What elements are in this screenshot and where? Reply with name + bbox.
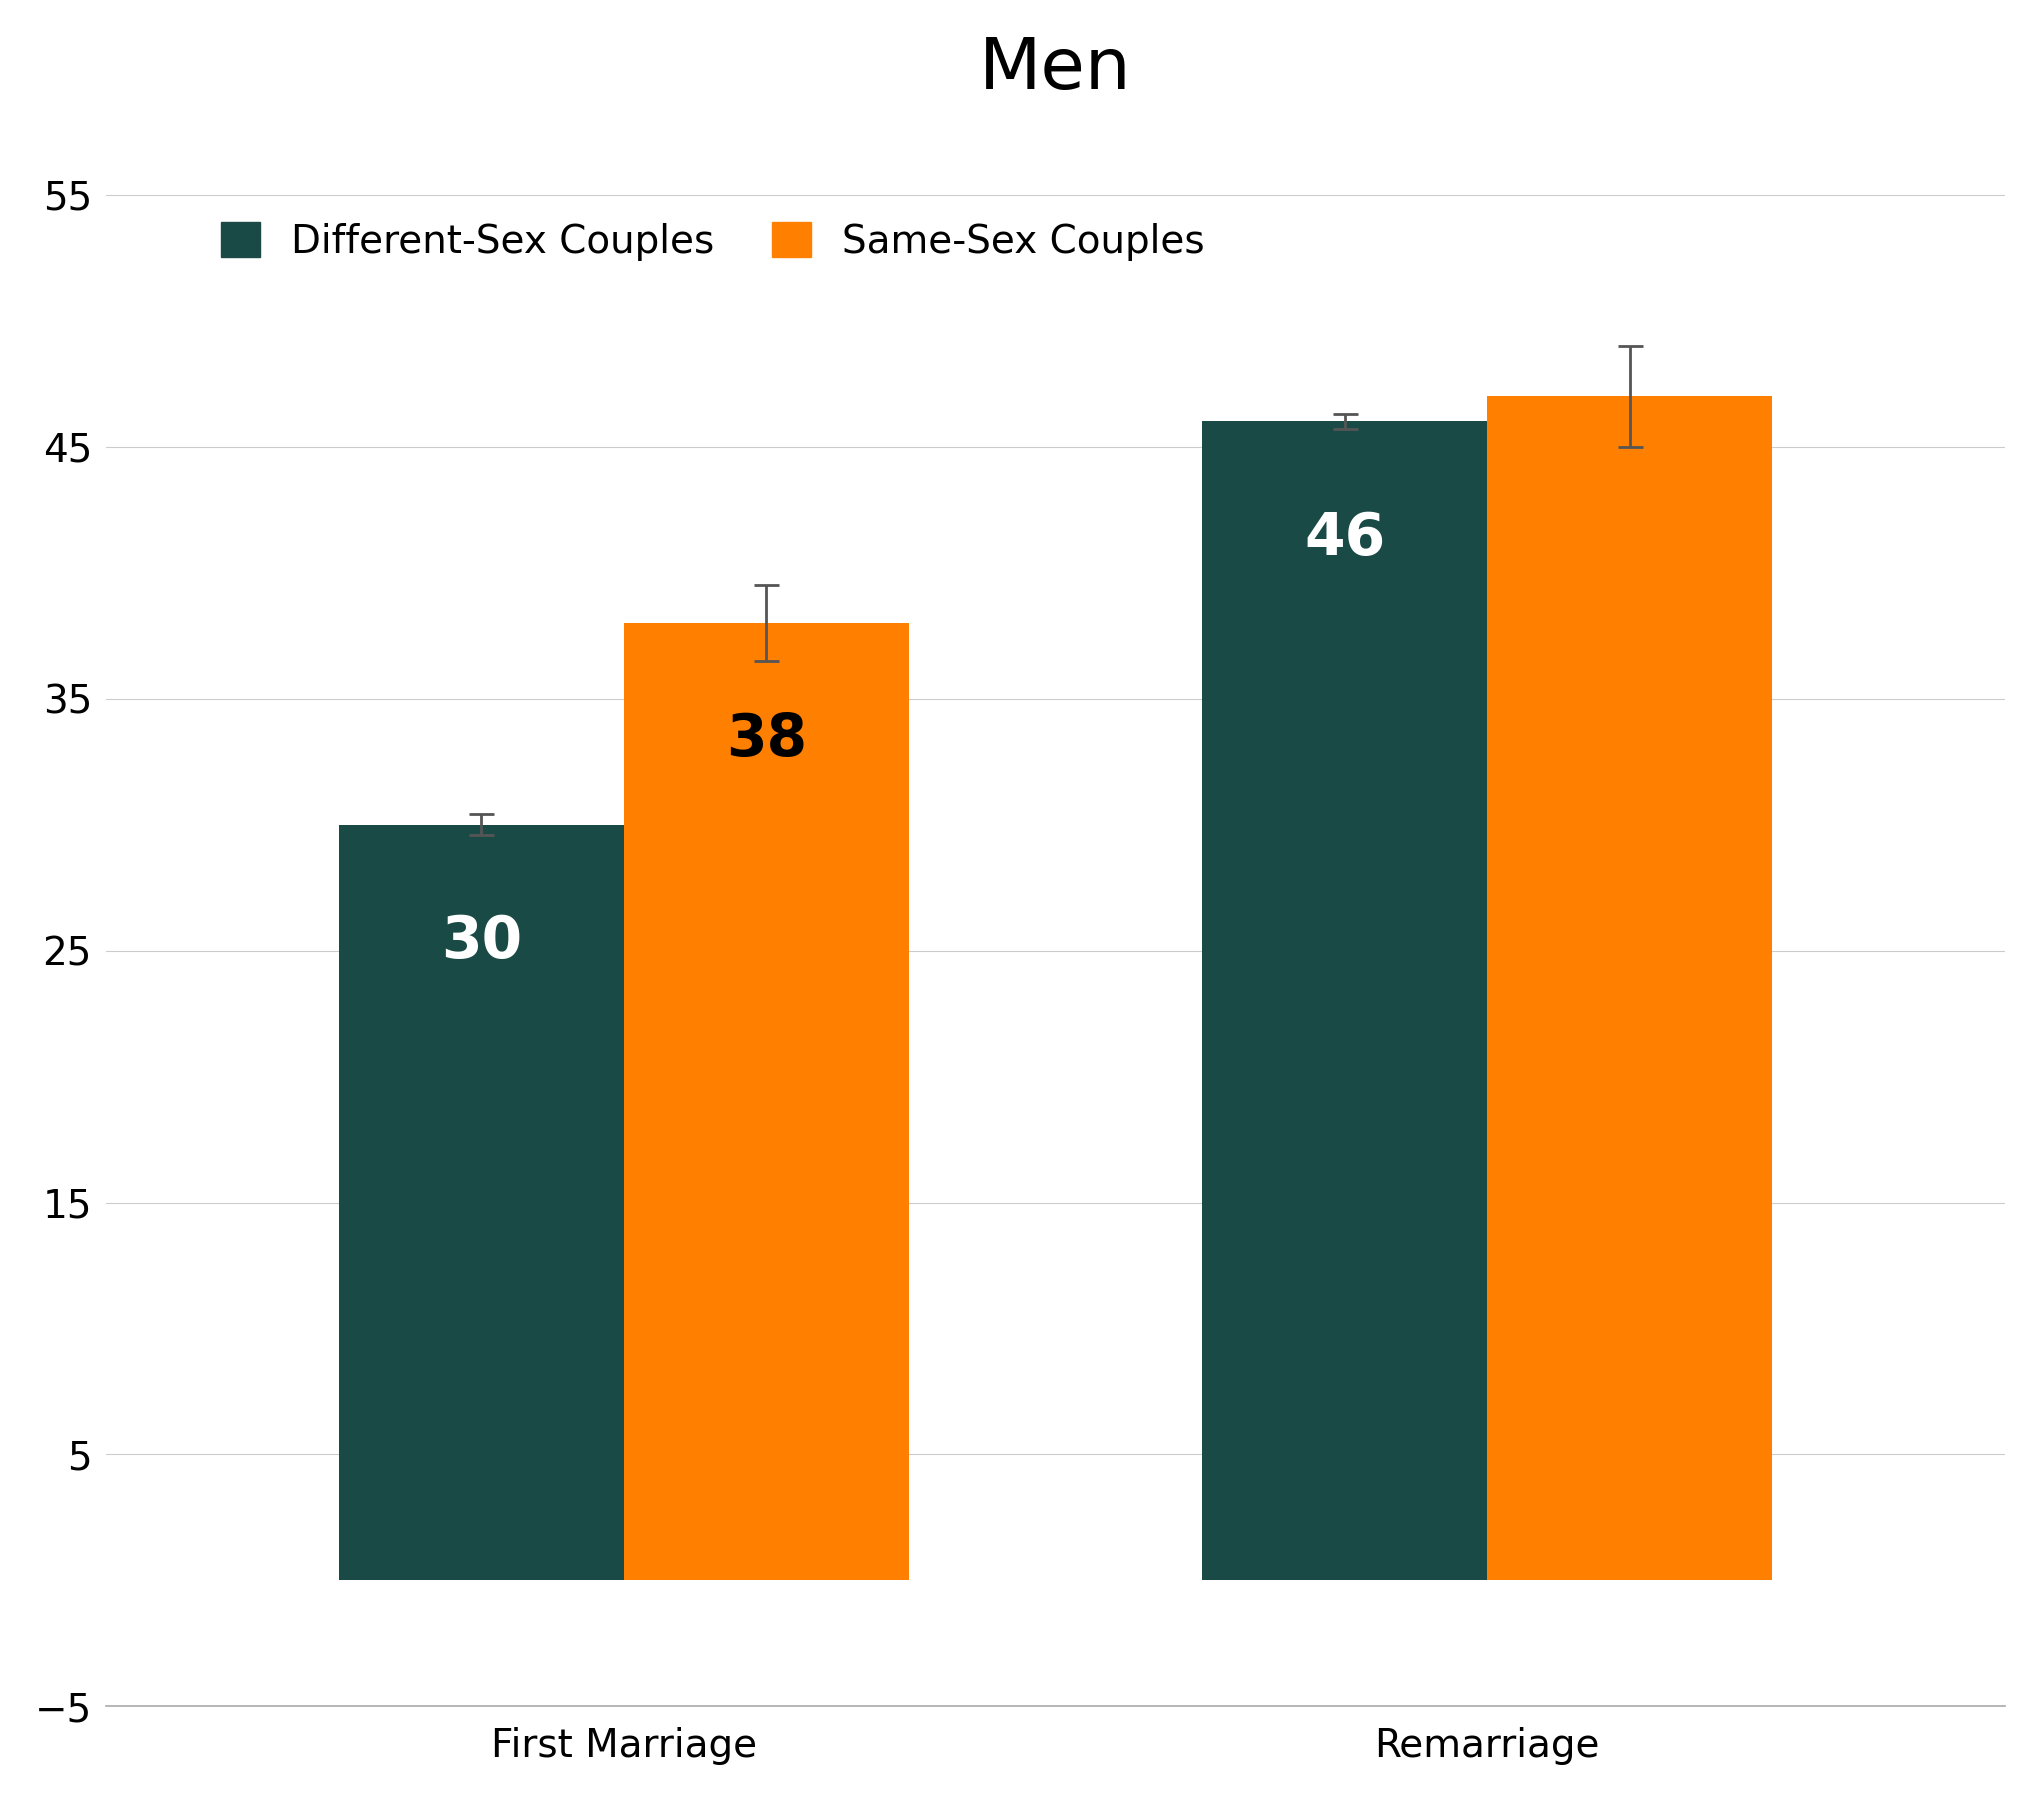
Bar — [338, 824, 624, 1580]
Title: Men: Men — [979, 34, 1132, 104]
Bar — [624, 623, 907, 1580]
Text: 30: 30 — [440, 913, 522, 970]
Legend: Different-Sex Couples, Same-Sex Couples: Different-Sex Couples, Same-Sex Couples — [202, 203, 1223, 281]
Text: 38: 38 — [726, 711, 807, 769]
Bar — [1201, 421, 1486, 1580]
Text: 46: 46 — [1303, 509, 1384, 567]
Bar — [1486, 396, 1772, 1580]
Text: 47: 47 — [1588, 484, 1670, 542]
